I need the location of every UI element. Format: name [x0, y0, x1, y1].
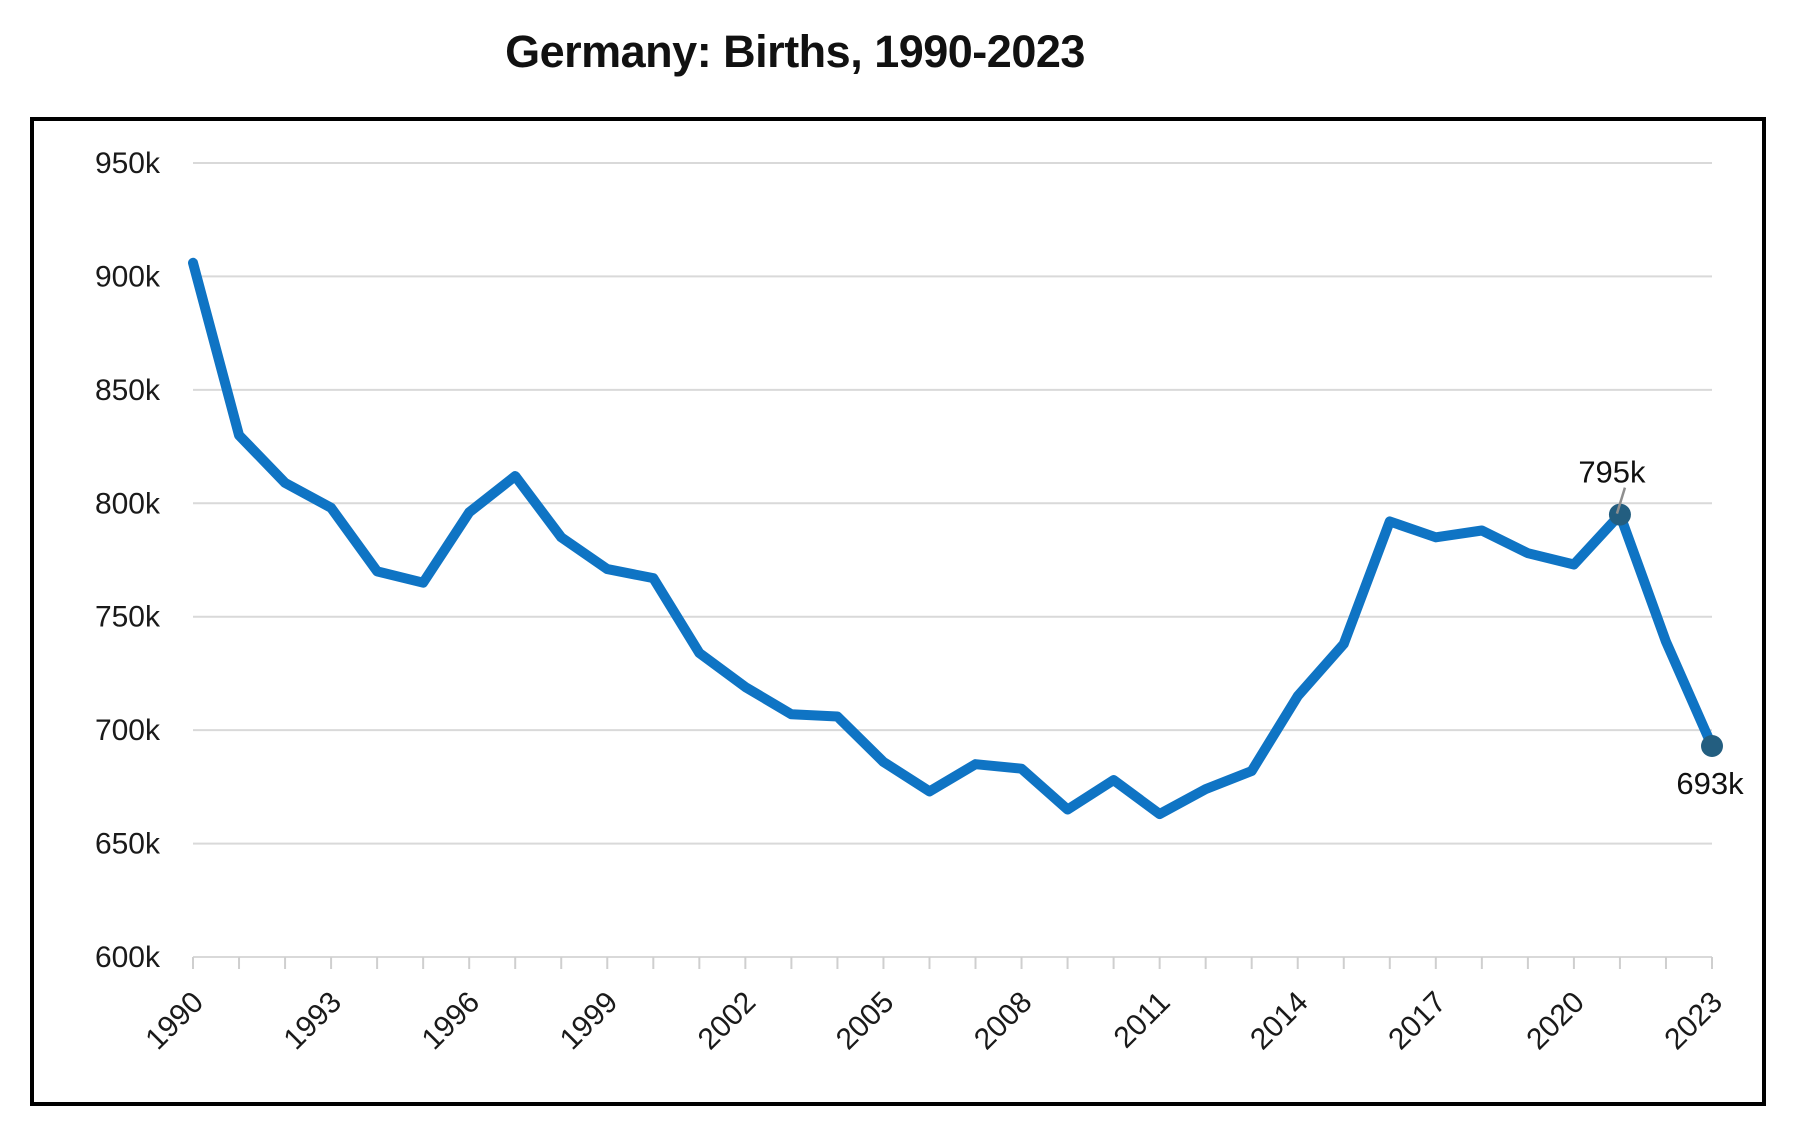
- series-line: [188, 257, 1717, 820]
- x-axis-label: 1996: [416, 986, 487, 1057]
- chart-frame: [30, 117, 1766, 1106]
- y-axis-label: 900k: [95, 260, 161, 293]
- annotation-label: 693k: [1676, 766, 1744, 801]
- x-axis-label: 2017: [1382, 986, 1453, 1057]
- x-axis-label: 2023: [1658, 986, 1729, 1057]
- data-point-marker: [1608, 503, 1631, 526]
- y-axis-label: 600k: [95, 941, 161, 974]
- x-axis-label: 2002: [692, 986, 763, 1057]
- annotation-label: 795k: [1578, 455, 1646, 490]
- x-axis-label: 1999: [554, 986, 625, 1057]
- y-axis-label: 950k: [95, 147, 161, 180]
- y-axis-label: 850k: [95, 374, 161, 407]
- chart-title: Germany: Births, 1990-2023: [505, 26, 1085, 77]
- annotation-leader-line: [1615, 487, 1627, 514]
- x-axis-label: 2020: [1520, 986, 1591, 1057]
- x-axis-label: 2008: [968, 986, 1039, 1057]
- y-axis-label: 650k: [95, 828, 161, 861]
- y-axis-label: 750k: [95, 601, 161, 634]
- x-axis-label: 2011: [1108, 986, 1177, 1055]
- x-axis-label: 1993: [278, 986, 349, 1057]
- y-axis-label: 700k: [95, 714, 161, 747]
- x-axis-label: 2005: [830, 986, 901, 1057]
- x-axis-label: 2014: [1244, 986, 1315, 1057]
- y-axis-label: 800k: [95, 487, 161, 520]
- data-point-marker: [1701, 735, 1723, 758]
- x-axis-label: 1990: [139, 986, 210, 1057]
